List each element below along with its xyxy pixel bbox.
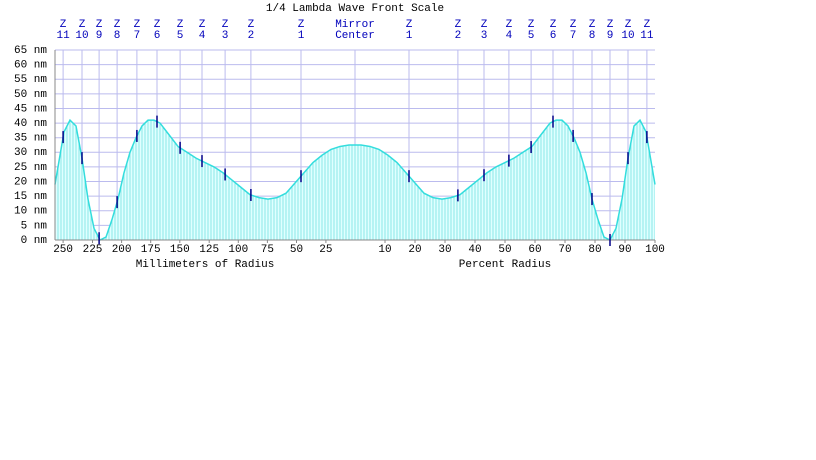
y-tick-label: 5 nm — [21, 220, 48, 232]
y-tick-label: 50 nm — [14, 89, 47, 101]
zone-label: Z — [481, 19, 488, 31]
zone-number: 11 — [640, 30, 654, 42]
zone-number: 11 — [56, 30, 70, 42]
zone-label: Z — [114, 19, 121, 31]
x-tick-label: 175 — [141, 244, 161, 256]
x-tick-label: 75 — [261, 244, 274, 256]
zone-number: 1 — [406, 30, 413, 42]
y-tick-label: 35 nm — [14, 133, 47, 145]
zone-label: Z — [625, 19, 632, 31]
zone-number: 2 — [248, 30, 255, 42]
x-axis-label: Percent Radius — [459, 259, 551, 271]
area-fill — [55, 120, 655, 240]
x-tick-label: 80 — [588, 244, 601, 256]
x-tick-label: 125 — [199, 244, 219, 256]
x-tick-label: 100 — [645, 244, 665, 256]
zone-number: 7 — [570, 30, 577, 42]
y-tick-label: 10 nm — [14, 206, 47, 218]
zone-label: Z — [528, 19, 535, 31]
y-tick-label: 30 nm — [14, 147, 47, 159]
zone-label: Mirror — [335, 19, 375, 31]
y-tick-label: 20 nm — [14, 176, 47, 188]
x-tick-label: 40 — [468, 244, 481, 256]
area-line — [54, 118, 656, 241]
zone-label: Z — [177, 19, 184, 31]
x-tick-label: 10 — [378, 244, 391, 256]
zone-label: Z — [199, 19, 206, 31]
y-tick-label: 0 nm — [21, 235, 48, 247]
zone-label: Z — [222, 19, 229, 31]
zone-number: 9 — [96, 30, 103, 42]
x-tick-label: 50 — [290, 244, 303, 256]
x-axis-label: Millimeters of Radius — [136, 259, 275, 271]
chart-title: 1/4 Lambda Wave Front Scale — [266, 3, 444, 15]
zone-number: 5 — [528, 30, 535, 42]
zone-label: Z — [406, 19, 413, 31]
y-tick-label: 60 nm — [14, 60, 47, 72]
zone-label: Z — [60, 19, 67, 31]
zone-number: 4 — [506, 30, 513, 42]
zone-number: 2 — [455, 30, 462, 42]
zone-label: Z — [248, 19, 255, 31]
zone-label: Z — [298, 19, 305, 31]
x-tick-label: 70 — [558, 244, 571, 256]
y-tick-label: 40 nm — [14, 118, 47, 130]
zone-number: 9 — [607, 30, 614, 42]
y-tick-label: 15 nm — [14, 191, 47, 203]
x-tick-label: 100 — [228, 244, 248, 256]
zone-number: 3 — [481, 30, 488, 42]
zone-label: Z — [570, 19, 577, 31]
zone-label: Z — [550, 19, 557, 31]
x-tick-label: 20 — [408, 244, 421, 256]
y-tick-label: 65 nm — [14, 45, 47, 57]
zone-label: Z — [506, 19, 513, 31]
x-tick-label: 90 — [618, 244, 631, 256]
zone-label: Z — [96, 19, 103, 31]
y-tick-label: 25 nm — [14, 162, 47, 174]
x-tick-label: 30 — [438, 244, 451, 256]
zone-number: 8 — [589, 30, 596, 42]
zone-number: 5 — [177, 30, 184, 42]
zone-number: 6 — [550, 30, 557, 42]
x-tick-label: 200 — [112, 244, 132, 256]
x-tick-label: 250 — [53, 244, 73, 256]
zone-number: 4 — [199, 30, 206, 42]
x-tick-label: 25 — [319, 244, 332, 256]
x-tick-label: 225 — [83, 244, 103, 256]
x-tick-label: 150 — [170, 244, 190, 256]
zone-number: 10 — [621, 30, 634, 42]
zone-number: 6 — [154, 30, 161, 42]
zone-label: Z — [589, 19, 596, 31]
zone-label: Z — [644, 19, 651, 31]
x-tick-label: 60 — [528, 244, 541, 256]
x-tick-label: 50 — [498, 244, 511, 256]
zone-number: 7 — [134, 30, 141, 42]
zone-label: Z — [79, 19, 86, 31]
zone-label: Z — [154, 19, 161, 31]
zone-number: 1 — [298, 30, 305, 42]
zone-number: 10 — [75, 30, 88, 42]
zone-label: Z — [134, 19, 141, 31]
y-tick-label: 45 nm — [14, 103, 47, 115]
zone-label: Z — [455, 19, 462, 31]
zone-number: Center — [335, 30, 375, 42]
zone-number: 8 — [114, 30, 121, 42]
zone-label: Z — [607, 19, 614, 31]
zone-number: 3 — [222, 30, 229, 42]
y-tick-label: 55 nm — [14, 74, 47, 86]
